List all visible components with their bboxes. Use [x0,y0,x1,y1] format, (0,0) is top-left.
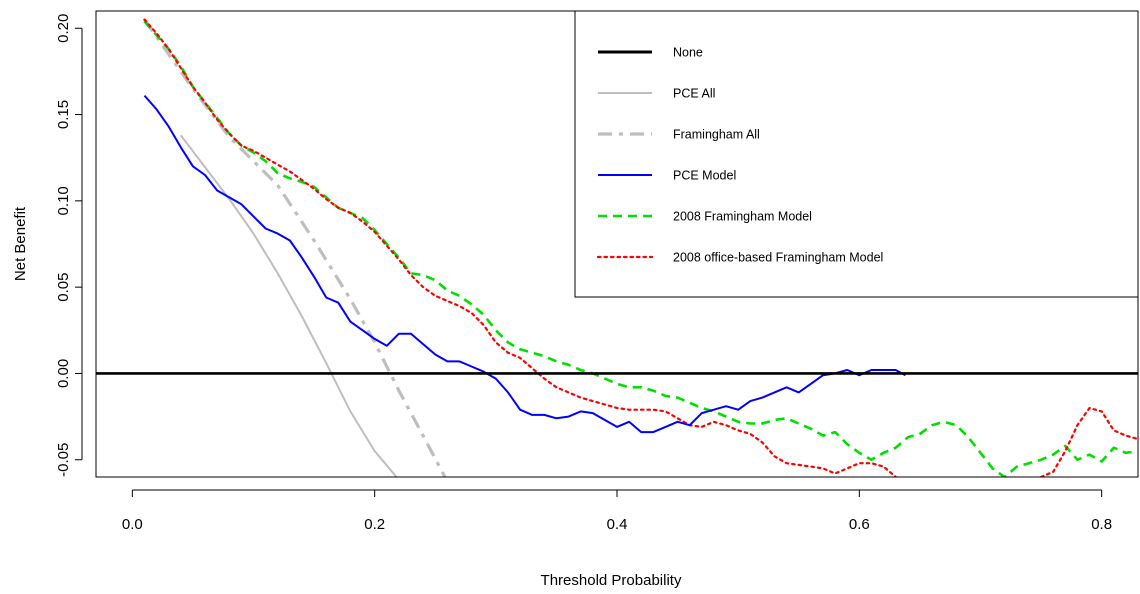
series-line-2008-office-based-framingham-model-right [1040,406,1138,477]
series-line-2008-office-based-framingham-model [143,18,897,477]
series-line-pce-all [180,134,398,477]
axes-layer: 0.0 0.2 0.4 0.6 0.8 -0.05 0.00 0.05 0.10 0.15 0.20 [55,14,1112,533]
legend-label-none: None [673,46,703,60]
x-tick-label: 0.6 [849,516,870,533]
legend-label-2008-framingham-model: 2008 Framingham Model [673,210,812,224]
x-tick-label: 0.8 [1091,516,1112,533]
series-line-2008-framingham-model [143,20,1138,477]
series-line-pce-model [143,94,906,434]
y-tick-label: 0.20 [55,14,72,43]
series-layer [96,18,1138,477]
y-tick-label: 0.00 [55,359,72,388]
legend-label-pce-all: PCE All [673,87,715,101]
legend-label-framingham-all: Framingham All [673,128,760,142]
legend-box [574,10,1139,298]
x-tick-label: 0.4 [607,516,628,533]
x-tick-label: 0.2 [364,516,385,533]
x-tick-label: 0.0 [122,516,143,533]
legend-label-2008-office-based-framingham-model: 2008 office-based Framingham Model [673,251,883,265]
y-tick-label: 0.15 [55,100,72,129]
y-axis-title: Net Benefit [12,206,29,281]
x-axis-title: Threshold Probability [541,572,682,589]
legend: None PCE All Framingham All PCE Model 2008 F… [574,10,1139,298]
y-tick-label: 0.10 [55,186,72,215]
legend-label-pce-model: PCE Model [673,169,736,183]
y-tick-label: 0.05 [55,273,72,302]
y-tick-label: -0.05 [55,443,72,477]
